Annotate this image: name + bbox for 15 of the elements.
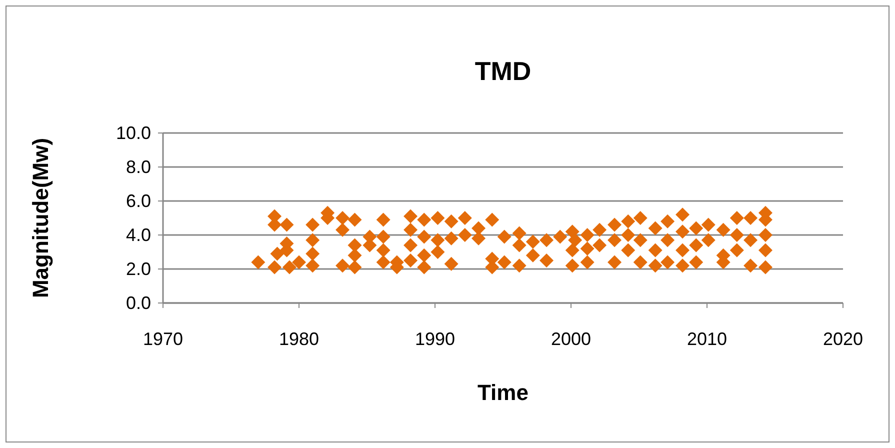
y-tick-label: 10.0	[116, 123, 151, 143]
x-axis-title: Time	[478, 380, 528, 405]
y-tick-label: 4.0	[126, 225, 151, 245]
x-tick-label: 2000	[550, 329, 592, 349]
y-tick-label: 2.0	[126, 259, 151, 279]
x-tick-label: 2010	[686, 329, 728, 349]
x-tick-label: 2020	[822, 329, 864, 349]
x-tick-label: 1990	[414, 329, 456, 349]
x-tick-label: 1980	[278, 329, 320, 349]
x-tick-label: 1970	[142, 329, 184, 349]
chart-title: TMD	[474, 56, 532, 86]
y-axis-title: Magnitude(Mw)	[28, 138, 53, 298]
y-tick-label: 6.0	[126, 191, 151, 211]
y-tick-label: 8.0	[126, 157, 151, 177]
y-tick-label: 0.0	[126, 293, 151, 313]
